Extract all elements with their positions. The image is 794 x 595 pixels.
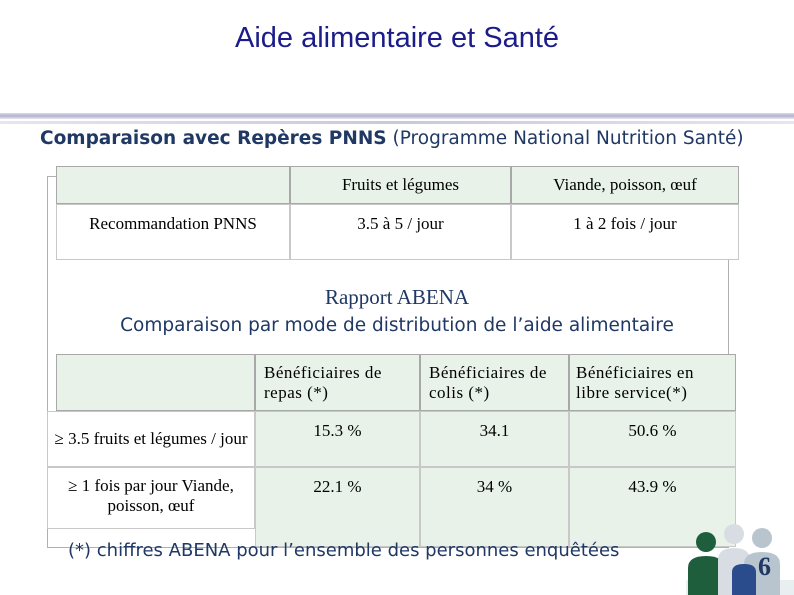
table2-header-libre: Bénéficiaires en libre service(*): [569, 354, 736, 411]
section-subheading: Comparaison par mode de distribution de …: [120, 315, 674, 336]
section-heading-abena: Rapport ABENA: [324, 285, 470, 309]
table2-header-empty: [56, 354, 255, 411]
table1-row-fruits: 3.5 à 5 / jour: [290, 204, 511, 260]
table1-header-viande: Viande, poisson, œuf: [511, 166, 739, 204]
table2-row1-repas: 15.3 %: [255, 411, 420, 467]
table2-row2-label: ≥ 1 fois par jour Viande, poisson, œuf: [47, 467, 255, 529]
table2-row1-libre: 50.6 %: [569, 411, 736, 467]
table2-row1-label: ≥ 3.5 fruits et légumes / jour: [47, 411, 255, 467]
table1-header-empty: [56, 166, 290, 204]
title-divider: [0, 113, 794, 119]
subtitle: Comparaison avec Repères PNNS (Programme…: [40, 128, 744, 149]
page-title: Aide alimentaire et Santé: [234, 22, 560, 54]
table1-header-fruits: Fruits et légumes: [290, 166, 511, 204]
table2-row2-repas: 22.1 %: [255, 467, 420, 547]
subtitle-normal: (Programme National Nutrition Santé): [386, 128, 744, 149]
table2-header-repas: Bénéficiaires de repas (*): [255, 354, 420, 411]
people-logo-icon: [686, 524, 794, 595]
table2-row2-colis: 34 %: [420, 467, 569, 547]
title-divider-shadow: [0, 121, 794, 124]
page-number: 6: [758, 552, 771, 581]
table1-row-label: Recommandation PNNS: [56, 204, 290, 260]
table2-header-colis: Bénéficiaires de colis (*): [420, 354, 569, 411]
subtitle-bold: Comparaison avec Repères PNNS: [40, 128, 387, 149]
table1-row-viande: 1 à 2 fois / jour: [511, 204, 739, 260]
footnote: (*) chiffres ABENA pour l’ensemble des p…: [68, 540, 620, 561]
table2-row2-libre: 43.9 %: [569, 467, 736, 547]
table2-row1-colis: 34.1: [420, 411, 569, 467]
